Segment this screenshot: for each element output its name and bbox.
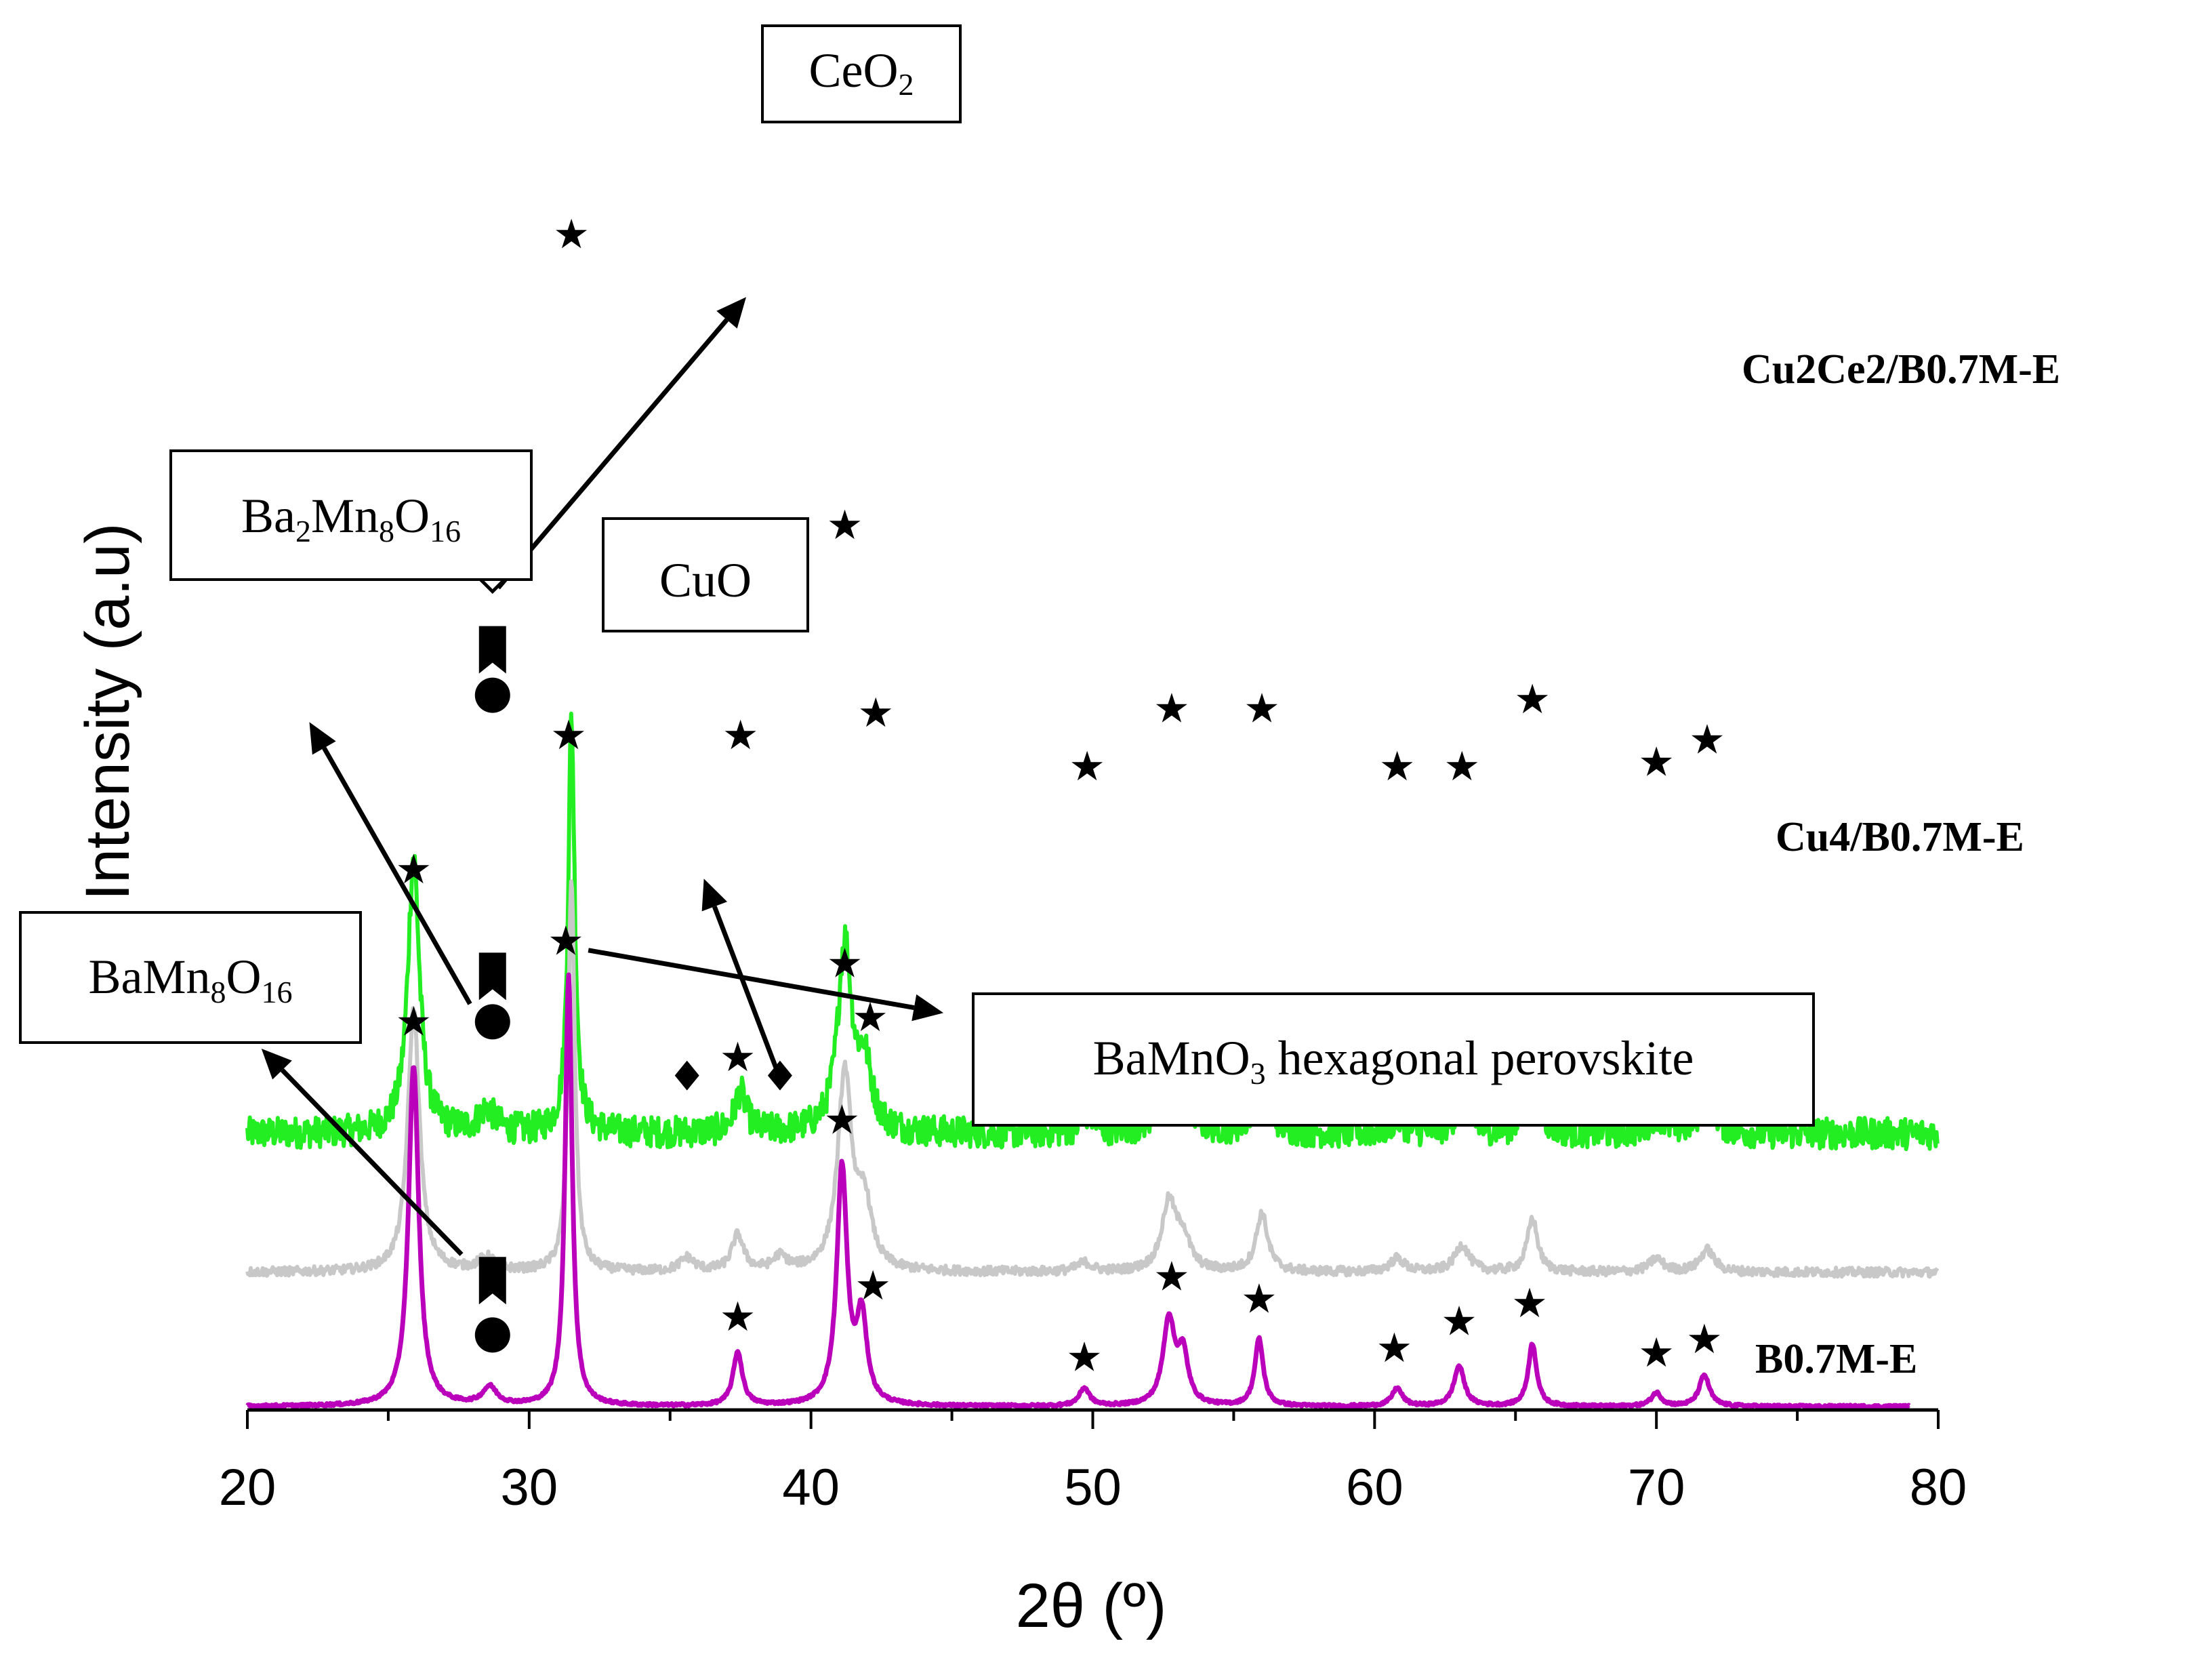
annotation-ceo2: CeO2 [761,24,962,123]
star-marker: ★ [1511,1280,1548,1327]
series-line-2 [245,972,1911,1411]
x-tick-label: 60 [1346,1459,1404,1516]
star-marker: ★ [855,1262,891,1310]
x-ticks: 20 30 40 50 60 70 80 [219,1410,1967,1516]
annotation-cuo-label: CuO [659,553,752,607]
x-axis-label: 2θ (º) [1016,1571,1167,1640]
star-marker: ★ [720,1034,756,1081]
diamond-marker [767,1060,792,1091]
star-marker: ★ [720,1293,756,1341]
star-marker: ★ [1244,685,1280,732]
star-marker: ★ [1689,717,1725,764]
star-marker: ★ [722,712,759,759]
star-marker: ★ [1069,743,1105,790]
annotation-ceo2-label: CeO2 [809,43,914,102]
annotation-bamn8o16-label: BaMn8O16 [89,950,293,1009]
diamond-marker [674,1060,699,1091]
arrowhead-ba2mn8o16 [309,722,336,755]
annotation-bamn8o16-box [19,911,362,1044]
x-tick-label: 40 [782,1459,840,1516]
star-marker: ★ [548,918,584,965]
arrowhead-cuo [701,879,728,912]
arrowhead-ceo2 [716,297,747,329]
x-tick-label: 70 [1628,1459,1685,1516]
star-marker: ★ [827,502,863,549]
star-marker: ★ [1066,1333,1103,1381]
arrow-ceo2 [496,318,729,590]
plot-area: ★★★★★★★★★★★★★★★★★★★★★★★★★★★★★★★★★★★★★★★ [245,211,1940,1411]
star-marker: ★ [1379,743,1416,790]
y-axis-label: Intensity (a.u) [73,523,142,900]
annotation-bamno3-box [972,992,1815,1127]
arrowhead-bamno3 [912,994,944,1022]
series-line-1 [245,879,1940,1279]
star-marker: ★ [1686,1316,1723,1363]
star-marker: ★ [1153,1253,1190,1301]
annotation-cuo-box [602,517,809,632]
series-label-cu4: Cu4/B0.7M-E [1776,814,2024,860]
circle-marker [474,1004,510,1040]
annotation-ba2mn8o16: Ba2Mn8O16 [169,449,533,581]
circle-marker [474,1317,510,1353]
x-tick-label: 80 [1910,1459,1967,1516]
marker-layer: ★★★★★★★★★★★★★★★★★★★★★★★★★★★★★★★★★★★★★★★ [395,211,1725,1381]
star-marker: ★ [550,712,587,759]
x-axis: 20 30 40 50 60 70 80 2θ (º) [219,1408,1967,1640]
bookmark-marker [478,1257,506,1305]
annotation-cuo: CuO [602,517,809,632]
star-marker: ★ [1514,676,1551,723]
x-tick-label: 30 [501,1459,558,1516]
annotation-bamno3: BaMnO3 hexagonal perovskite [972,992,1815,1127]
annotation-ba2mn8o16-label: Ba2Mn8O16 [241,489,461,548]
x-tick-label: 20 [219,1459,276,1516]
star-marker: ★ [1441,1298,1477,1346]
arrow-layer [261,297,944,1257]
series-label-b07m: B0.7M-E [1755,1336,1917,1382]
annotation-ceo2-box [761,24,962,123]
arrow-cuo [712,906,780,1072]
star-marker: ★ [1153,685,1190,732]
star-marker: ★ [395,998,432,1045]
star-marker: ★ [1638,739,1675,786]
star-marker: ★ [553,211,590,258]
circle-marker [474,677,510,713]
annotation-bamn8o16: BaMn8O16 [19,911,362,1044]
arrow-ba2mn8o16 [322,746,472,1005]
arrow-bamno3 [588,948,915,1011]
star-marker: ★ [857,689,894,737]
star-marker: ★ [1443,743,1480,790]
annotation-ba2mn8o16-box [169,449,533,581]
annotation-bamno3-label: BaMnO3 hexagonal perovskite [1093,1031,1694,1091]
x-tick-label: 50 [1064,1459,1122,1516]
star-marker: ★ [827,940,863,988]
star-marker: ★ [824,1097,861,1144]
arrow-bamn8o16 [280,1068,464,1257]
star-marker: ★ [1638,1329,1675,1377]
star-marker: ★ [1241,1276,1277,1323]
arrowhead-bamn8o16 [261,1049,292,1080]
series-label-cu2ce2: Cu2Ce2/B0.7M-E [1742,346,2060,392]
bookmark-marker [478,626,506,674]
bookmark-marker [478,952,506,1001]
star-marker: ★ [1376,1325,1413,1372]
